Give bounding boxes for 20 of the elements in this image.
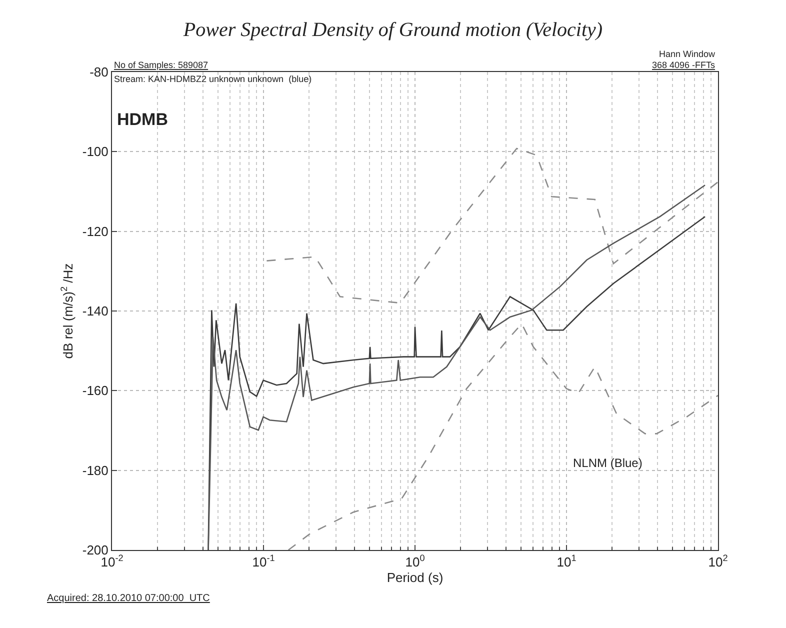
text: 368 4096 -FFTs	[652, 60, 716, 70]
y-tick-label: -180	[82, 462, 108, 478]
x-tick-label: 10$^{-1}$	[252, 553, 275, 570]
y-tick-label: -80	[90, 64, 108, 80]
x-axis-title: Period (s)	[386, 570, 444, 586]
annotation: Stream: KAN-HDMBZ2 unknown unknown (blue)	[114, 74, 312, 84]
annotation: NLNM (Blue)	[573, 456, 642, 470]
text: No of Samples: 589087	[114, 60, 208, 70]
y-tick-label: -140	[82, 304, 108, 319]
chart-title: Power Spectral Density of Ground motion (Velocity)	[182, 18, 603, 41]
text: Hann Window	[659, 49, 716, 59]
y-tick-label: -160	[82, 383, 108, 398]
x-tick-label: 10$^{0}$	[405, 553, 425, 570]
text: Acquired: 28.10.2010 07:00:00 UTC	[47, 593, 210, 604]
y-tick-label: -200	[82, 542, 108, 558]
y-tick-label: -120	[82, 224, 108, 239]
y-tick-label: -100	[82, 144, 108, 160]
x-tick-label: 10$^{1}$	[556, 553, 576, 570]
x-tick-label: 10$^{2}$	[708, 553, 728, 570]
annotation: HDMB	[117, 110, 168, 129]
